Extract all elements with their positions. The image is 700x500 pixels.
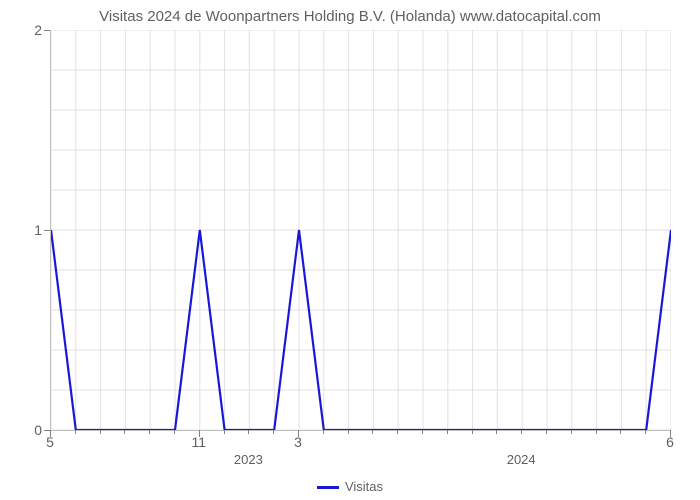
x-tick-label: 5 — [46, 434, 54, 450]
plot-svg — [51, 30, 671, 430]
x-tick-minor — [447, 430, 448, 434]
y-tick-mark — [44, 230, 50, 231]
x-tick-minor — [422, 430, 423, 434]
x-tick-minor — [596, 430, 597, 434]
x-tick-minor — [224, 430, 225, 434]
x-tick-minor — [496, 430, 497, 434]
chart-title: Visitas 2024 de Woonpartners Holding B.V… — [0, 8, 700, 25]
y-tick-label: 2 — [34, 22, 42, 38]
x-tick-minor — [472, 430, 473, 434]
x-tick-label: 6 — [666, 434, 674, 450]
legend: Visitas — [0, 479, 700, 494]
x-tick-label: 3 — [294, 434, 302, 450]
x-group-label: 2024 — [507, 452, 536, 467]
y-tick-label: 1 — [34, 222, 42, 238]
x-tick-minor — [248, 430, 249, 434]
x-tick-minor — [620, 430, 621, 434]
x-tick-minor — [174, 430, 175, 434]
x-tick-minor — [521, 430, 522, 434]
x-tick-minor — [397, 430, 398, 434]
x-tick-minor — [546, 430, 547, 434]
x-tick-minor — [323, 430, 324, 434]
y-tick-label: 0 — [34, 422, 42, 438]
legend-label: Visitas — [345, 479, 383, 494]
x-tick-minor — [571, 430, 572, 434]
x-group-label: 2023 — [234, 452, 263, 467]
x-tick-minor — [124, 430, 125, 434]
x-tick-minor — [372, 430, 373, 434]
x-tick-minor — [273, 430, 274, 434]
x-tick-minor — [348, 430, 349, 434]
y-tick-mark — [44, 30, 50, 31]
plot-area — [50, 30, 671, 431]
x-tick-minor — [100, 430, 101, 434]
x-tick-minor — [645, 430, 646, 434]
chart-container: Visitas 2024 de Woonpartners Holding B.V… — [0, 0, 700, 500]
x-tick-minor — [75, 430, 76, 434]
x-tick-label: 11 — [192, 434, 207, 450]
x-tick-minor — [149, 430, 150, 434]
legend-swatch — [317, 486, 339, 489]
